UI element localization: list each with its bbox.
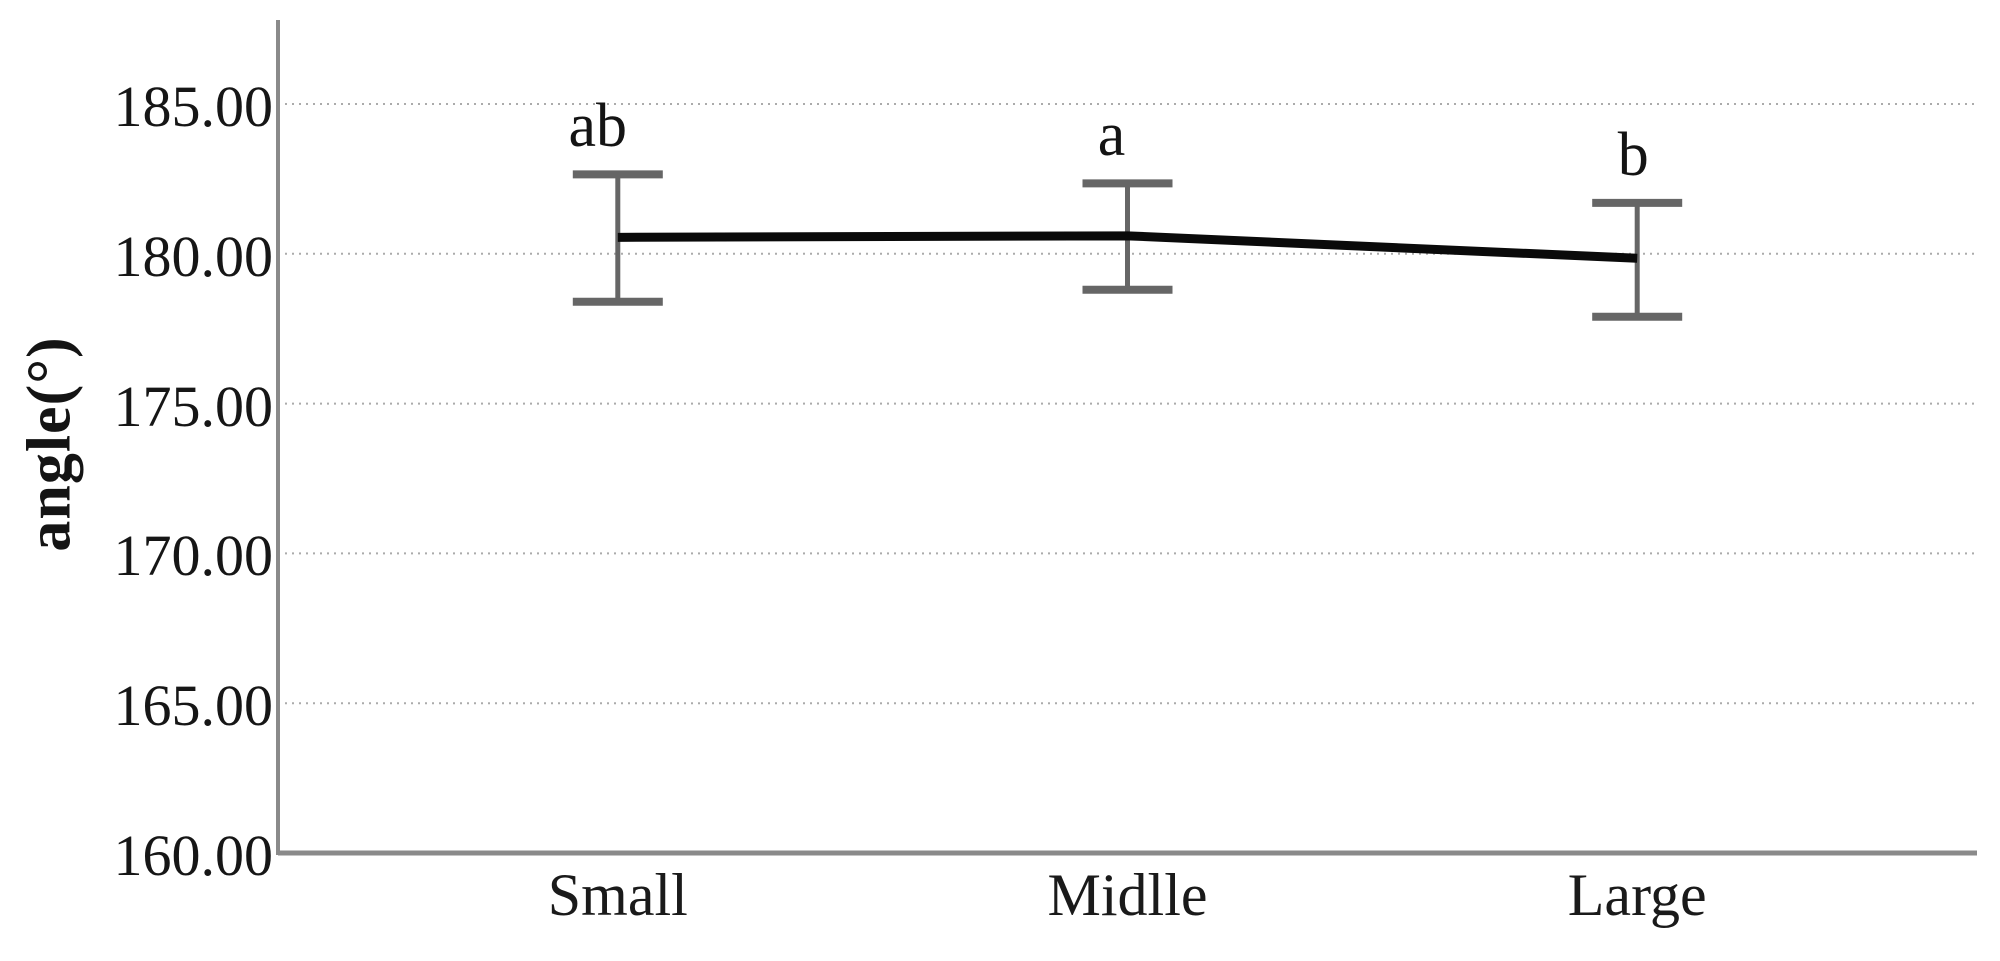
y-tick-label: 175.00 xyxy=(113,373,274,439)
y-tick-label: 160.00 xyxy=(113,823,274,888)
significance-letter: a xyxy=(1097,101,1126,170)
y-tick-label: 180.00 xyxy=(113,223,274,289)
x-category-label: Small xyxy=(547,862,688,928)
x-category-label: Large xyxy=(1567,862,1707,928)
significance-letter: b xyxy=(1617,120,1649,189)
y-tick-label: 185.00 xyxy=(113,74,274,139)
y-tick-label: 165.00 xyxy=(113,673,274,739)
x-category-label: Midlle xyxy=(1047,862,1208,928)
y-tick-label: 170.00 xyxy=(113,523,274,589)
series-line xyxy=(617,231,1638,263)
significance-letter: ab xyxy=(568,92,628,161)
